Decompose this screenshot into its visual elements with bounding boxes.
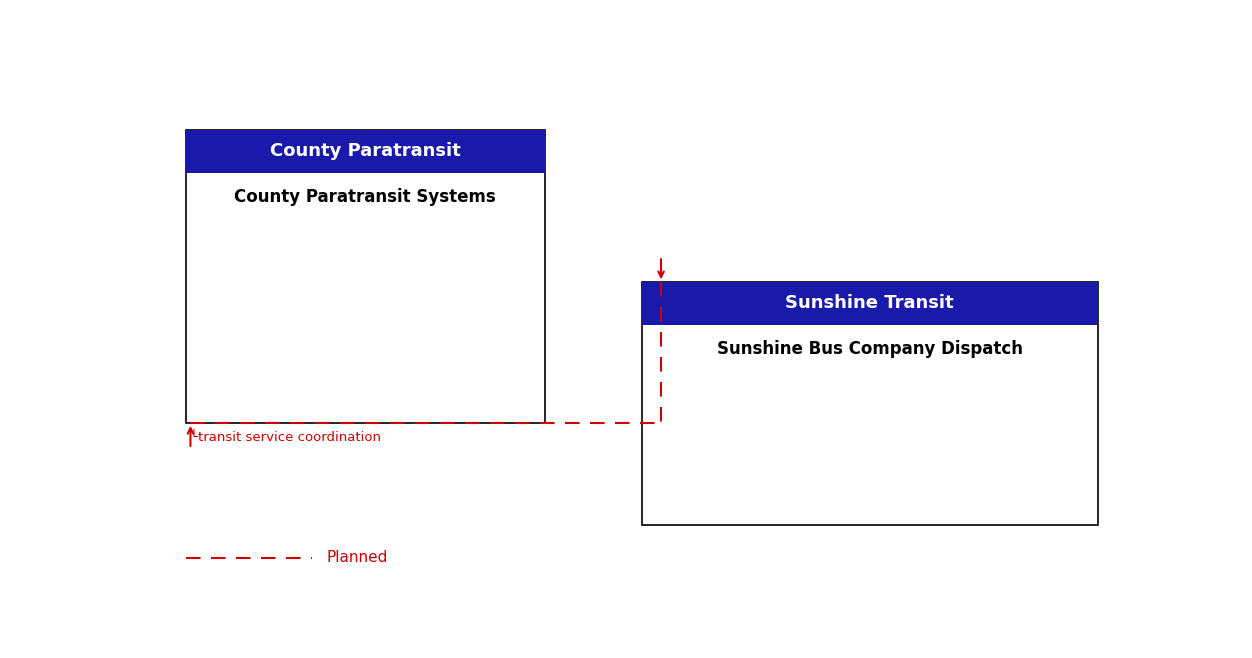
- Bar: [185, 130, 545, 424]
- Bar: [185, 130, 545, 172]
- Text: Sunshine Transit: Sunshine Transit: [785, 294, 954, 312]
- Bar: [641, 282, 1098, 525]
- Bar: [641, 282, 1098, 324]
- Text: └transit service coordination: └transit service coordination: [190, 431, 382, 444]
- Text: Planned: Planned: [327, 550, 388, 565]
- Text: Sunshine Bus Company Dispatch: Sunshine Bus Company Dispatch: [716, 340, 1023, 358]
- Text: County Paratransit: County Paratransit: [269, 142, 461, 160]
- Text: County Paratransit Systems: County Paratransit Systems: [234, 188, 496, 206]
